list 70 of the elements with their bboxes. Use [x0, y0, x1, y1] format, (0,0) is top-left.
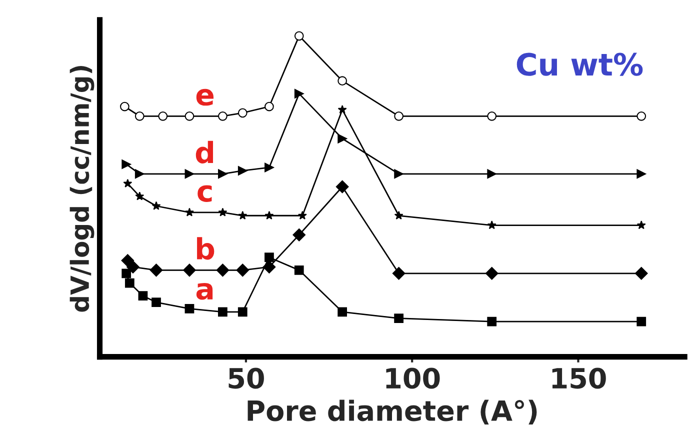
point [184, 208, 194, 216]
point [392, 266, 406, 280]
point [485, 266, 498, 280]
annotation: Cu wt% [516, 52, 643, 76]
point [487, 316, 497, 326]
point [238, 108, 248, 118]
point [487, 220, 496, 230]
point [338, 76, 348, 86]
point [336, 180, 349, 194]
point [216, 264, 230, 277]
point [158, 111, 168, 121]
point [124, 278, 134, 288]
point [150, 264, 163, 277]
point [184, 169, 194, 179]
point [338, 307, 348, 317]
point [126, 260, 140, 274]
point [123, 178, 132, 188]
point [264, 162, 274, 172]
y-axis-title: dV/logd (cc/nm/g) [70, 66, 94, 312]
point [338, 105, 347, 114]
point [121, 254, 134, 267]
point [394, 210, 404, 220]
point [487, 111, 497, 121]
point [264, 102, 274, 112]
point [636, 220, 646, 230]
point [294, 266, 304, 275]
point [338, 134, 348, 144]
point [264, 210, 274, 220]
x-axis-title: Pore diameter (A°) [248, 400, 537, 424]
series-label: b [197, 237, 214, 260]
series-label: d [196, 140, 214, 164]
point [636, 316, 646, 326]
point [152, 201, 161, 210]
point [218, 307, 228, 317]
point [218, 169, 228, 179]
point [218, 111, 228, 121]
point [184, 111, 194, 121]
point [487, 169, 497, 179]
point [122, 160, 132, 169]
point [238, 166, 248, 176]
point [236, 264, 250, 277]
series-label: c [198, 185, 212, 202]
point [135, 192, 144, 200]
point [134, 111, 144, 121]
point [394, 314, 404, 324]
point [394, 169, 404, 179]
point [218, 208, 228, 216]
point [183, 264, 196, 277]
point [238, 307, 248, 317]
point [120, 102, 130, 112]
point [238, 210, 248, 220]
point [152, 298, 161, 307]
series-label: a [196, 282, 213, 300]
point [634, 266, 648, 280]
point [138, 291, 148, 301]
point [264, 252, 274, 262]
point [134, 169, 144, 179]
series-label: e [196, 88, 214, 106]
x-tick-label: 100 [386, 368, 440, 389]
point [184, 304, 194, 314]
point [122, 268, 132, 278]
point [294, 31, 304, 41]
x-tick-label: 150 [552, 368, 606, 389]
x-tick-label: 50 [228, 368, 264, 389]
point [636, 169, 646, 179]
point [292, 228, 306, 242]
point [636, 111, 646, 121]
point [394, 111, 404, 121]
point [298, 210, 307, 220]
point [294, 88, 304, 98]
